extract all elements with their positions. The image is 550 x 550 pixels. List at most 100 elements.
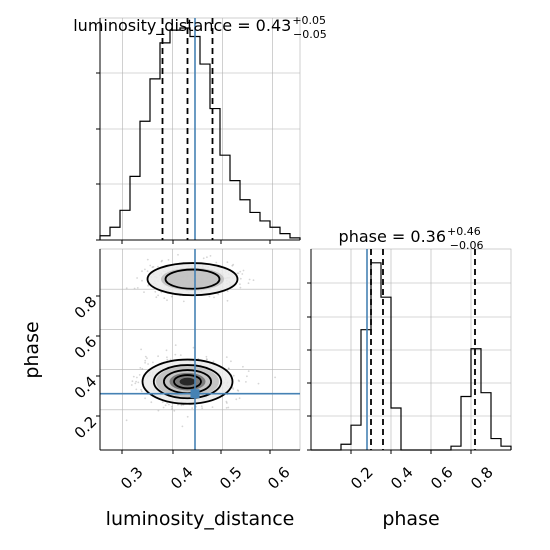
scatter-point — [161, 259, 164, 262]
joint-contours — [141, 262, 239, 405]
scatter-point — [247, 282, 250, 285]
scatter-point — [236, 389, 239, 391]
joint-ytick-label: 0.6 — [71, 333, 101, 363]
joint-ytick-label: 0.8 — [71, 293, 101, 323]
scatter-point — [152, 361, 154, 364]
scatter-point — [213, 296, 215, 299]
joint-xlabel: luminosity_distance — [106, 508, 295, 530]
density-level — [179, 377, 196, 386]
scatter-point — [166, 358, 169, 361]
scatter-point — [180, 404, 183, 407]
scatter-point — [211, 406, 214, 408]
scatter-point — [230, 360, 232, 363]
scatter-point — [191, 407, 194, 409]
scatter-point — [157, 294, 160, 297]
scatter-point — [141, 279, 143, 282]
scatter-point — [200, 405, 203, 408]
scatter-point — [136, 376, 138, 379]
scatter-point — [238, 380, 241, 383]
joint-xtick-label: 0.4 — [167, 463, 197, 493]
scatter-point — [144, 355, 147, 358]
phase-xtick-label: 0.8 — [467, 463, 497, 493]
scatter-point — [163, 297, 166, 299]
joint-ytick-label: 0.4 — [71, 373, 101, 403]
scatter-point — [248, 278, 251, 281]
scatter-point — [157, 265, 159, 268]
scatter-point — [136, 277, 139, 279]
scatter-point — [164, 404, 167, 407]
scatter-point — [212, 360, 215, 363]
scatter-point — [247, 370, 250, 372]
scatter-point — [227, 367, 230, 370]
scatter-point — [144, 359, 147, 362]
scatter-point — [245, 381, 247, 383]
scatter-point — [157, 355, 160, 358]
phase-xlabel: phase — [382, 508, 439, 530]
scatter-point — [231, 386, 234, 389]
scatter-point — [140, 388, 143, 391]
scatter-point — [232, 374, 235, 377]
scatter-point — [192, 346, 195, 349]
lum-hist-title: luminosity_distance = 0.43+0.05 −0.05 — [73, 14, 327, 41]
joint-xticks: 0.3 0.4 0.5 0.6 — [117, 450, 294, 493]
density-level — [161, 267, 224, 291]
scatter-point — [232, 263, 235, 266]
contour — [141, 358, 234, 405]
scatter-point — [125, 419, 128, 422]
scatter-point — [173, 409, 176, 412]
joint-ylabel: phase — [21, 321, 43, 378]
scatter-point — [160, 260, 163, 263]
scatter-point — [237, 272, 240, 275]
scatter-point — [140, 348, 143, 351]
scatter-point — [226, 290, 229, 293]
scatter-point — [144, 268, 146, 271]
scatter-point — [149, 264, 152, 267]
scatter-point — [226, 299, 229, 302]
scatter-point — [181, 425, 184, 428]
scatter-point — [274, 376, 276, 379]
scatter-point — [179, 354, 182, 356]
joint-panel: 0.3 0.4 0.5 0.6 0.2 0.4 0.6 0.8 luminosi… — [21, 248, 301, 530]
scatter-point — [136, 287, 139, 289]
scatter-point — [235, 398, 238, 401]
scatter-point — [242, 269, 245, 272]
scatter-point — [239, 286, 242, 289]
scatter-point — [237, 390, 240, 392]
scatter-point — [177, 403, 179, 406]
scatter-point — [237, 379, 240, 382]
scatter-point — [169, 358, 172, 361]
scatter-point — [239, 283, 241, 286]
contour — [164, 268, 221, 290]
truth-marker — [190, 389, 200, 399]
scatter-point — [236, 272, 239, 275]
scatter-point — [166, 356, 168, 359]
scatter-point — [182, 300, 185, 303]
scatter-point — [228, 367, 230, 370]
scatter-point — [257, 382, 260, 385]
scatter-point — [225, 400, 228, 403]
scatter-point — [140, 390, 143, 393]
scatter-point — [174, 353, 177, 356]
scatter-point — [217, 293, 220, 296]
scatter-point — [130, 384, 133, 386]
scatter-point — [209, 255, 212, 257]
scatter-point — [137, 381, 140, 384]
scatter-point — [225, 407, 228, 409]
scatter-point — [132, 375, 135, 378]
scatter-point — [147, 284, 150, 287]
joint-yticks: 0.2 0.4 0.6 0.8 — [71, 293, 101, 443]
phase-hist-xticks: 0.2 0.4 0.6 0.8 — [347, 450, 497, 493]
contour — [146, 262, 239, 297]
scatter-point — [138, 374, 141, 376]
scatter-point — [155, 296, 158, 299]
scatter-point — [166, 299, 168, 302]
phase-hist-series — [311, 249, 512, 451]
scatter-point — [165, 349, 168, 352]
scatter-point — [135, 380, 138, 383]
scatter-point — [205, 355, 208, 358]
scatter-point — [174, 344, 177, 346]
scatter-point — [206, 358, 208, 361]
scatter-point — [246, 375, 248, 378]
joint-xtick-label: 0.6 — [264, 463, 294, 493]
